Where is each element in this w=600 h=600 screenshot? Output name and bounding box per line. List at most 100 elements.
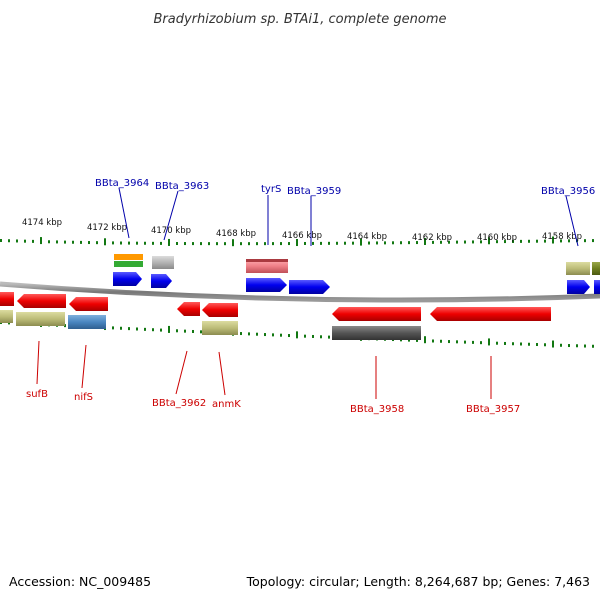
leader-line bbox=[175, 350, 188, 395]
minor-tick bbox=[568, 239, 570, 243]
feature-orange[interactable] bbox=[114, 254, 143, 260]
gene-label-bbta-3957[interactable]: BBta_3957 bbox=[466, 404, 520, 415]
minor-tick bbox=[592, 344, 594, 348]
feature-darkolive[interactable] bbox=[592, 262, 600, 275]
cds-arrow-forward[interactable] bbox=[594, 280, 600, 294]
feature-green[interactable] bbox=[114, 261, 143, 267]
minor-tick bbox=[584, 344, 586, 348]
gene-label-bbta-3956[interactable]: BBta_3956 bbox=[541, 186, 595, 197]
gene-label-nifs[interactable]: nifS bbox=[74, 392, 93, 403]
minor-tick bbox=[280, 242, 282, 246]
cds-arrow-forward[interactable] bbox=[151, 274, 172, 288]
minor-tick bbox=[200, 330, 202, 334]
minor-tick bbox=[392, 241, 394, 245]
accession-text: Accession: NC_009485 bbox=[9, 574, 151, 589]
minor-tick bbox=[480, 240, 482, 244]
cds-arrow-forward[interactable] bbox=[246, 278, 287, 292]
minor-tick bbox=[416, 241, 418, 245]
gene-label-bbta-3963[interactable]: BBta_3963 bbox=[155, 181, 209, 192]
minor-tick bbox=[176, 242, 178, 246]
major-tick bbox=[424, 237, 426, 245]
cds-arrow-forward[interactable] bbox=[113, 272, 142, 286]
cds-arrow-forward[interactable] bbox=[289, 280, 330, 294]
cds-arrow-reverse[interactable] bbox=[202, 303, 238, 317]
cds-arrow-reverse[interactable] bbox=[0, 292, 14, 306]
minor-tick bbox=[192, 242, 194, 246]
minor-tick bbox=[504, 240, 506, 244]
major-tick bbox=[168, 325, 170, 333]
cds-track-forward bbox=[113, 272, 600, 294]
tick-label: 4158 kbp bbox=[542, 232, 582, 242]
gene-label-anmk[interactable]: anmK bbox=[212, 399, 241, 410]
minor-tick bbox=[376, 241, 378, 245]
minor-tick bbox=[224, 242, 226, 246]
minor-tick bbox=[448, 240, 450, 244]
major-tick bbox=[488, 338, 490, 346]
tick-label: 4160 kbp bbox=[477, 233, 517, 243]
minor-tick bbox=[80, 240, 82, 244]
feature-steel[interactable] bbox=[68, 315, 106, 329]
major-tick bbox=[424, 336, 426, 344]
minor-tick bbox=[328, 335, 330, 339]
minor-tick bbox=[312, 334, 314, 338]
gene-label-bbta-3959[interactable]: BBta_3959 bbox=[287, 186, 341, 197]
gene-label-sufb[interactable]: sufB bbox=[26, 389, 48, 400]
tick-label: 4162 kbp bbox=[412, 233, 452, 243]
minor-tick bbox=[312, 241, 314, 245]
minor-tick bbox=[408, 338, 410, 342]
minor-tick bbox=[272, 242, 274, 246]
gene-label-tyrs[interactable]: tyrS bbox=[261, 184, 281, 195]
minor-tick bbox=[440, 240, 442, 244]
minor-tick bbox=[520, 342, 522, 346]
feature-pink[interactable] bbox=[246, 259, 288, 273]
minor-tick bbox=[408, 241, 410, 245]
feature-gray[interactable] bbox=[152, 256, 174, 269]
gene-label-bbta-3962[interactable]: BBta_3962 bbox=[152, 398, 206, 409]
gene-label-bbta-3958[interactable]: BBta_3958 bbox=[350, 404, 404, 415]
minor-tick bbox=[256, 332, 258, 336]
feature-olive[interactable] bbox=[566, 262, 590, 275]
minor-tick bbox=[352, 241, 354, 245]
cds-arrow-forward[interactable] bbox=[567, 280, 590, 294]
minor-tick bbox=[320, 241, 322, 245]
minor-tick bbox=[464, 340, 466, 344]
minor-tick bbox=[32, 239, 34, 243]
gene-label-bbta-3964[interactable]: BBta_3964 bbox=[95, 178, 149, 189]
feature-olive[interactable] bbox=[0, 310, 13, 323]
minor-tick bbox=[560, 343, 562, 347]
minor-tick bbox=[472, 340, 474, 344]
minor-tick bbox=[48, 240, 50, 244]
tick-label: 4164 kbp bbox=[347, 232, 387, 242]
tick-labels: 4174 kbp 4172 kbp 4170 kbp 4168 kbp 4166… bbox=[22, 218, 582, 243]
minor-tick bbox=[576, 344, 578, 348]
genome-title: Bradyrhizobium sp. BTAi1, complete genom… bbox=[153, 12, 446, 27]
minor-tick bbox=[512, 342, 514, 346]
leader-line bbox=[118, 187, 130, 239]
cds-arrow-reverse[interactable] bbox=[430, 307, 551, 321]
feature-olive[interactable] bbox=[16, 312, 65, 326]
minor-tick bbox=[464, 240, 466, 244]
minor-tick bbox=[336, 241, 338, 245]
feature-dark[interactable] bbox=[332, 326, 421, 340]
minor-tick bbox=[96, 241, 98, 245]
cds-arrow-reverse[interactable] bbox=[332, 307, 421, 321]
major-tick bbox=[232, 239, 234, 247]
leader-line bbox=[81, 344, 87, 389]
major-tick bbox=[104, 238, 106, 246]
tick-label: 4168 kbp bbox=[216, 229, 256, 239]
minor-tick bbox=[528, 342, 530, 346]
major-tick bbox=[552, 236, 554, 244]
minor-tick bbox=[64, 240, 66, 244]
cds-arrow-reverse[interactable] bbox=[17, 294, 66, 308]
minor-tick bbox=[152, 328, 154, 332]
minor-tick bbox=[216, 242, 218, 246]
minor-tick bbox=[8, 239, 10, 243]
feature-olive[interactable] bbox=[202, 321, 238, 335]
cds-arrow-reverse[interactable] bbox=[69, 297, 108, 311]
minor-tick bbox=[120, 326, 122, 330]
minor-tick bbox=[264, 333, 266, 337]
major-tick bbox=[168, 238, 170, 246]
cds-arrow-reverse[interactable] bbox=[177, 302, 200, 316]
major-tick bbox=[488, 237, 490, 245]
